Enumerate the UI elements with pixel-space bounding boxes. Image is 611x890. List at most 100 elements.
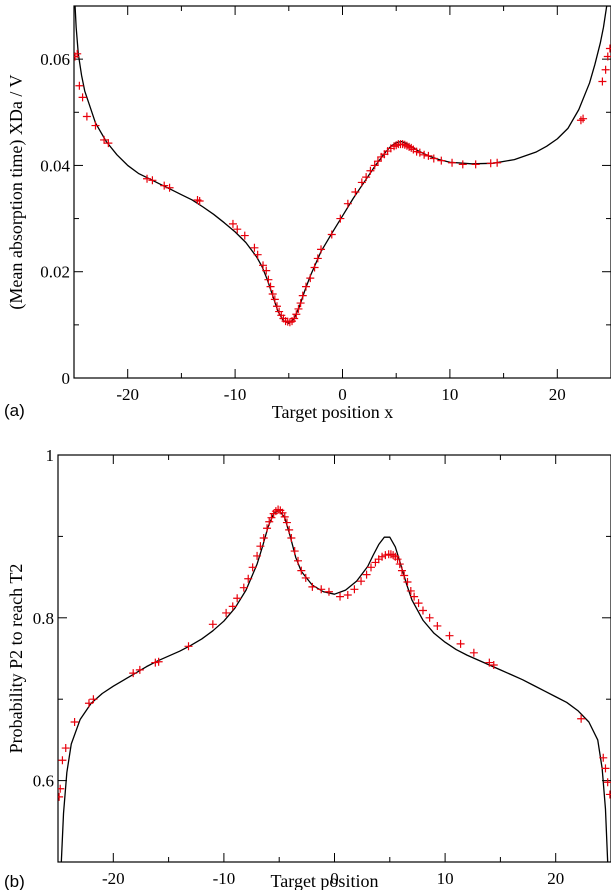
data-point-marker (256, 542, 265, 551)
y-tick-label: 0.6 (33, 772, 54, 791)
data-point-marker (263, 524, 272, 533)
data-point-marker (294, 556, 303, 565)
data-point-marker (378, 552, 387, 561)
data-point-marker (287, 534, 296, 543)
data-point-marker (395, 560, 404, 569)
data-point-marker (577, 714, 586, 723)
data-point-marker (233, 225, 242, 234)
data-point-marker (240, 231, 249, 240)
data-point-marker (58, 792, 64, 801)
x-tick-label: -20 (102, 869, 125, 888)
y-tick-label: 0.02 (40, 263, 70, 282)
data-point-marker (414, 599, 423, 608)
data-point-marker (193, 195, 202, 204)
data-point-marker (362, 173, 371, 182)
series-group (74, 6, 611, 327)
data-point-marker (259, 534, 268, 543)
data-point-marker (308, 582, 317, 591)
data-point-marker (424, 151, 433, 160)
chart-panel-a: -20 -10 0 10 20 0 0.02 0.04 0.06 Target position … (4, 5, 611, 422)
data-point-marker (61, 744, 70, 753)
data-point-marker (605, 790, 611, 799)
data-point-marker (393, 555, 402, 564)
data-point-marker (306, 274, 315, 283)
data-point-marker (160, 181, 169, 190)
data-point-marker (154, 657, 163, 666)
data-point-marker (267, 513, 276, 522)
data-point-marker (350, 585, 359, 594)
data-point-marker (296, 299, 305, 308)
data-point-marker (429, 154, 438, 163)
data-point-marker (285, 525, 294, 534)
series-group (58, 505, 611, 862)
data-point-marker (313, 254, 322, 263)
data-point-marker (75, 81, 84, 90)
data-point-marker (458, 160, 467, 169)
data-point-marker (78, 93, 87, 102)
data-point-marker (317, 585, 326, 594)
data-point-marker (275, 307, 284, 316)
data-point-marker (148, 176, 157, 185)
data-point-marker (310, 263, 319, 272)
data-point-marker (239, 583, 248, 592)
data-point-marker (601, 764, 610, 773)
data-point-marker (373, 157, 382, 166)
data-point-marker (336, 592, 345, 601)
y-tick-label: 0.8 (33, 609, 54, 628)
panel-label: (b) (4, 872, 25, 890)
data-point-marker (253, 551, 262, 560)
data-point-marker (264, 275, 273, 284)
data-point-marker (437, 156, 446, 165)
x-tick-label: 20 (547, 869, 564, 888)
y-tick-label: 0.06 (40, 50, 70, 69)
data-point-marker (184, 642, 193, 651)
data-point-marker (601, 65, 610, 74)
data-point-marker (58, 784, 65, 793)
data-point-marker (248, 563, 257, 572)
data-point-marker (603, 52, 611, 61)
data-point-marker (290, 547, 299, 556)
data-point-marker (82, 112, 91, 121)
data-point-marker (406, 586, 415, 595)
data-point-marker (228, 219, 237, 228)
data-point-marker (400, 571, 409, 580)
data-point-marker (343, 199, 352, 208)
y-axis-label: Probability P2 to reach T2 (6, 564, 26, 754)
data-point-marker (317, 245, 326, 254)
data-point-marker (270, 295, 279, 304)
data-point-marker (471, 160, 480, 169)
data-point-marker (265, 517, 274, 526)
data-point-marker (403, 577, 412, 586)
x-tick-label: 0 (338, 385, 347, 404)
data-point-marker (294, 304, 303, 313)
data-point-marker (228, 602, 237, 611)
data-point-marker (259, 261, 268, 270)
theory-curve (74, 6, 610, 324)
data-point-marker (290, 314, 299, 323)
data-point-marker (357, 577, 366, 586)
theory-curve (60, 509, 609, 862)
data-point-marker (74, 49, 82, 58)
data-point-marker (366, 563, 375, 572)
data-point-marker (469, 648, 478, 657)
x-axis-label: Target position (271, 871, 379, 890)
data-point-marker (282, 518, 291, 527)
data-point-marker (151, 658, 160, 667)
data-point-marker (253, 250, 262, 259)
data-point-marker (165, 183, 174, 192)
data-point-marker (244, 574, 253, 583)
x-axis-label: Target position x (272, 402, 393, 422)
y-axis-label: (Mean absorption time) XDa / V (6, 74, 27, 309)
data-point-marker (292, 310, 301, 319)
data-point-marker (195, 197, 204, 206)
x-tick-label: 0 (330, 869, 339, 888)
plot-frame (57, 454, 611, 863)
data-point-marker (143, 174, 152, 183)
y-tick-label: 1 (46, 446, 55, 465)
data-point-marker (425, 613, 434, 622)
data-point-marker (278, 508, 287, 517)
data-point-marker (250, 243, 259, 252)
data-point-marker (579, 114, 588, 123)
data-point-marker (445, 631, 454, 640)
